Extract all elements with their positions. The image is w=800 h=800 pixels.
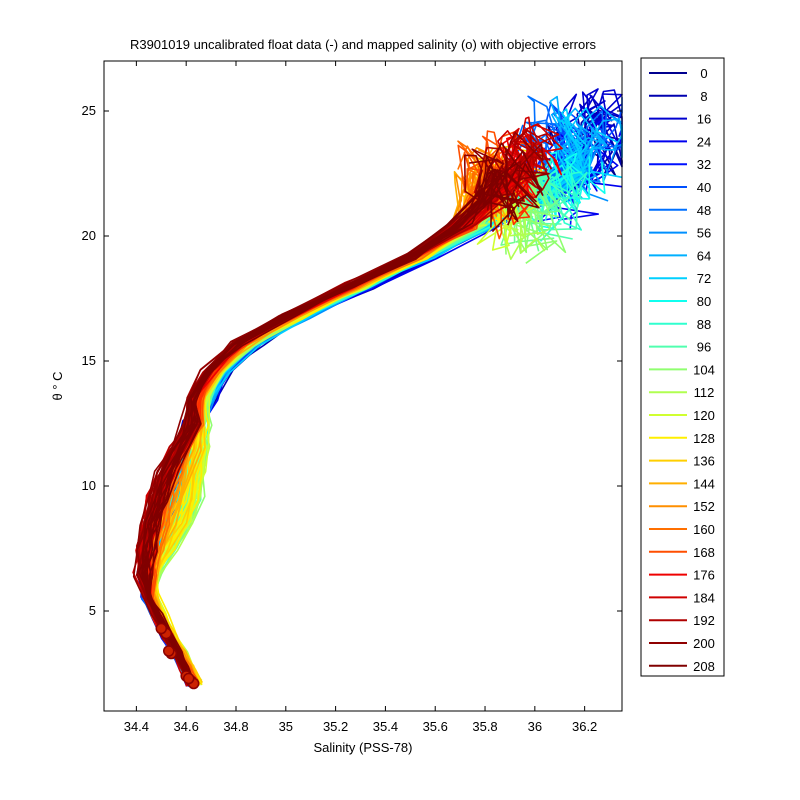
legend-label: 208 bbox=[693, 659, 715, 674]
legend-label: 176 bbox=[693, 568, 715, 583]
legend-label: 96 bbox=[697, 340, 711, 355]
y-tick-label: 20 bbox=[82, 228, 96, 243]
legend-label: 168 bbox=[693, 545, 715, 560]
legend-label: 192 bbox=[693, 613, 715, 628]
mapped-salinity-point bbox=[155, 622, 168, 635]
legend-label: 184 bbox=[693, 590, 715, 605]
x-tick-label: 35 bbox=[279, 719, 293, 734]
legend-label: 24 bbox=[697, 134, 711, 149]
x-tick-label: 36.2 bbox=[572, 719, 597, 734]
legend: 0 8 16 24 32 40 48 56 64 72 80 88 96 104 112 120 128 136 1… bbox=[640, 57, 725, 677]
legend-label: 64 bbox=[697, 248, 711, 263]
y-tick-label: 10 bbox=[82, 478, 96, 493]
profile-line bbox=[145, 169, 502, 683]
y-tick-label: 25 bbox=[82, 103, 96, 118]
x-tick-label: 35.6 bbox=[423, 719, 448, 734]
legend-label: 200 bbox=[693, 636, 715, 651]
y-tick-label: 15 bbox=[82, 353, 96, 368]
legend-label: 16 bbox=[697, 112, 711, 127]
plot-frame bbox=[103, 60, 623, 712]
profile-line bbox=[144, 168, 516, 683]
legend-label: 104 bbox=[693, 362, 715, 377]
x-tick-label: 34.6 bbox=[174, 719, 199, 734]
x-tick-label: 35.4 bbox=[373, 719, 398, 734]
legend-label: 144 bbox=[693, 476, 715, 491]
legend-label: 160 bbox=[693, 522, 715, 537]
legend-label: 72 bbox=[697, 271, 711, 286]
x-tick-label: 36 bbox=[528, 719, 542, 734]
x-tick-label: 34.8 bbox=[223, 719, 248, 734]
legend-label: 8 bbox=[700, 89, 707, 104]
x-tick-label: 35.8 bbox=[472, 719, 497, 734]
legend-label: 128 bbox=[693, 431, 715, 446]
legend-label: 48 bbox=[697, 203, 711, 218]
y-axis-ticks: 5 10 15 20 25 bbox=[82, 103, 622, 618]
legend-label: 80 bbox=[697, 294, 711, 309]
legend-label: 32 bbox=[697, 157, 711, 172]
mapped-salinity-point bbox=[182, 672, 195, 685]
y-axis-label: θ ° C bbox=[50, 371, 65, 400]
mapped-points-group bbox=[155, 622, 200, 690]
legend-label: 0 bbox=[700, 66, 707, 81]
legend-box bbox=[640, 57, 725, 677]
chart-title: R3901019 uncalibrated float data (-) and… bbox=[130, 37, 597, 52]
mapped-salinity-point bbox=[163, 645, 175, 657]
plot-lines-group bbox=[132, 88, 623, 687]
profile-line bbox=[141, 174, 516, 683]
legend-label: 120 bbox=[693, 408, 715, 423]
legend-label: 40 bbox=[697, 180, 711, 195]
x-axis-label: Salinity (PSS-78) bbox=[314, 740, 413, 755]
profile-line bbox=[148, 171, 540, 686]
legend-label: 152 bbox=[693, 499, 715, 514]
x-axis-ticks: 34.4 34.6 34.8 35 35.2 35.4 35.6 35.8 36 36.2 bbox=[124, 61, 597, 734]
legend-label: 136 bbox=[693, 454, 715, 469]
x-tick-label: 35.2 bbox=[323, 719, 348, 734]
legend-label: 112 bbox=[694, 385, 715, 400]
legend-label: 56 bbox=[697, 226, 711, 241]
y-tick-label: 5 bbox=[89, 603, 96, 618]
x-tick-label: 34.4 bbox=[124, 719, 149, 734]
legend-label: 88 bbox=[697, 317, 711, 332]
